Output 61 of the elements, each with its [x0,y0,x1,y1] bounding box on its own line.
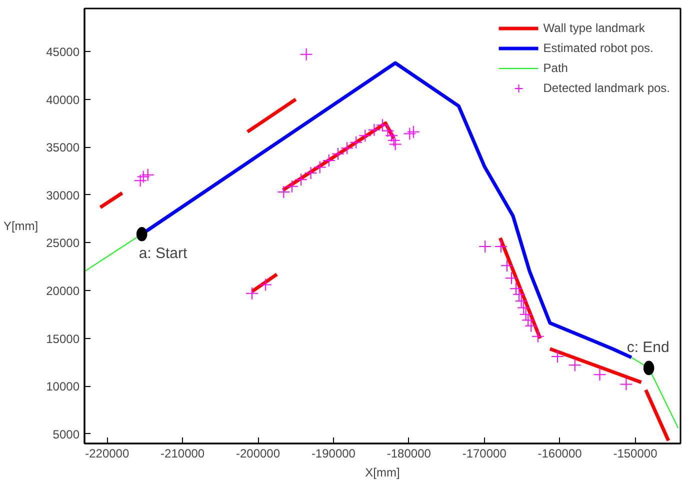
point [350,136,363,149]
point [517,301,530,314]
point [259,278,272,292]
point [406,125,420,138]
x-tick-label: -200000 [236,446,280,460]
point [331,147,344,160]
point [531,330,544,343]
point [304,166,318,180]
point [322,154,336,168]
x-tick-label: -220000 [85,446,130,460]
point [524,319,538,332]
point [519,308,532,321]
point [136,170,150,184]
point [494,240,508,254]
point [340,142,354,155]
point [568,358,582,372]
x-tick-label: -210000 [160,446,205,460]
x-tick-label: -180000 [386,446,432,460]
point [300,48,313,61]
y-tick-label: 15000 [46,332,80,346]
legend-label: Estimated robot pos. [543,41,654,55]
point [593,368,606,382]
y-tick-label: 25000 [46,236,80,250]
x-tick-label: -150000 [613,446,658,460]
point [551,350,564,363]
point [388,138,402,151]
annotation: a: Start [138,245,188,262]
point [136,226,148,242]
point [294,173,308,186]
point [514,294,528,308]
y-tick-label: 10000 [46,380,80,394]
x-tick-label: -160000 [538,446,582,460]
x-tick-label: -190000 [311,446,356,460]
annotation: c: End [626,338,670,356]
point [620,378,633,391]
y-tick-label: 35000 [46,140,80,155]
point [512,288,526,301]
point [245,286,258,300]
legend-label: Path [543,61,568,75]
x-tick-label: -170000 [462,446,507,460]
point [522,314,535,327]
y-tick-label: 30000 [46,188,80,202]
point [510,282,523,296]
point [403,127,416,140]
point [313,160,326,174]
y-tick-label: 5000 [52,427,80,442]
legend-label: Wall type landmark [543,21,645,35]
y-axis-title: Y[mm] [3,219,38,233]
point [500,259,514,272]
y-tick-label: 40000 [46,92,80,107]
point [478,240,492,254]
y-tick-label: 45000 [46,45,80,60]
point [358,129,372,142]
point [381,124,394,138]
point [385,129,398,142]
point [505,272,518,285]
legend-label: Detected landmark pos. [543,81,670,95]
y-tick-label: 20000 [46,284,80,298]
point [643,360,654,376]
x-axis-title: X[mm] [365,466,400,480]
point [387,134,400,147]
